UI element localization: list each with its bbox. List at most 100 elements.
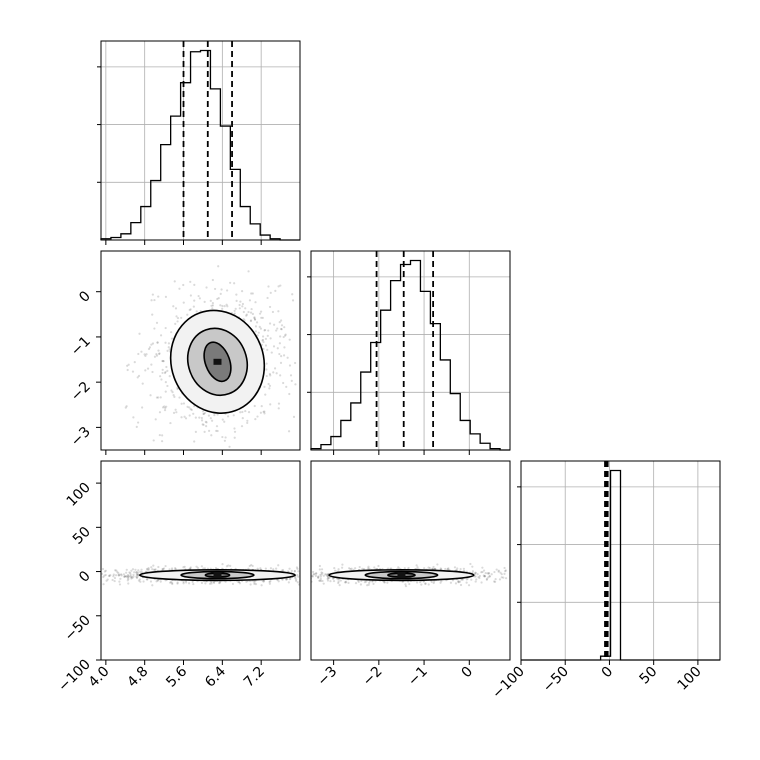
scatter-point — [536, 577, 538, 579]
scatter-point — [386, 581, 389, 584]
scatter-point — [474, 575, 477, 578]
scatter-point — [124, 406, 127, 409]
scatter-point — [423, 567, 426, 570]
scatter-point — [129, 575, 132, 578]
scatter-point — [304, 574, 306, 576]
scatter-point — [192, 412, 195, 415]
scatter-point — [204, 582, 207, 585]
scatter-point — [306, 570, 308, 572]
scatter-point — [269, 567, 273, 570]
scatter-point — [164, 564, 167, 568]
scatter-point — [495, 568, 498, 571]
scatter-point — [186, 405, 189, 408]
scatter-point — [308, 576, 310, 578]
scatter-point — [295, 566, 299, 569]
scatter-point — [104, 569, 107, 572]
frame-joint — [100, 460, 301, 661]
scatter-point — [321, 572, 324, 575]
scatter-point — [366, 584, 369, 587]
scatter-point — [195, 310, 198, 313]
scatter-point — [306, 569, 308, 571]
scatter-point — [182, 566, 185, 569]
scatter-point — [171, 581, 174, 585]
scatter-point — [307, 577, 309, 579]
scatter-point — [183, 415, 186, 418]
scatter-point — [254, 583, 258, 586]
scatter-point — [306, 577, 308, 579]
scatter-point — [272, 568, 275, 571]
scatter-point — [263, 410, 266, 413]
y-tick-label-p2: −1 — [68, 333, 94, 359]
scatter-point — [325, 569, 327, 571]
scatter-point — [517, 576, 519, 578]
scatter-point — [302, 572, 304, 574]
scatter-point — [439, 567, 442, 570]
scatter-point — [265, 368, 268, 371]
scatter-point — [266, 296, 269, 300]
scatter-point — [219, 304, 222, 307]
scatter-point — [137, 571, 140, 574]
scatter-point — [170, 567, 174, 570]
scatter-point — [447, 567, 450, 570]
scatter-point — [150, 363, 153, 366]
scatter-point — [344, 581, 347, 584]
scatter-point — [311, 575, 314, 578]
scatter-point — [493, 570, 496, 574]
scatter-point — [144, 354, 147, 358]
scatter-point — [114, 574, 118, 577]
scatter-point — [318, 564, 322, 568]
scatter-point — [153, 355, 157, 358]
scatter-point — [183, 565, 186, 568]
scatter-point — [220, 288, 223, 291]
scatter-point — [90, 574, 92, 576]
scatter-point — [157, 565, 160, 569]
scatter-point — [210, 434, 213, 437]
scatter-point — [207, 429, 211, 432]
scatter-point — [349, 567, 352, 571]
scatter-point — [517, 571, 519, 573]
scatter-point — [280, 319, 283, 322]
scatter-point — [487, 572, 491, 575]
scatter-point — [141, 382, 144, 385]
scatter-point — [261, 316, 264, 320]
scatter-point — [229, 564, 232, 568]
scatter-point — [117, 573, 120, 577]
scatter-point — [485, 578, 488, 581]
scatter-point — [499, 571, 502, 574]
scatter-point — [221, 307, 224, 310]
scatter-point — [189, 308, 192, 311]
scatter-point — [282, 335, 285, 339]
scatter-point — [254, 301, 257, 304]
scatter-point — [152, 439, 155, 442]
scatter-point — [170, 331, 173, 334]
scatter-point — [146, 568, 149, 571]
scatter-point — [239, 411, 242, 414]
scatter-point — [238, 307, 241, 310]
scatter-point — [227, 415, 230, 418]
scatter-point — [159, 334, 163, 337]
scatter-point — [469, 562, 472, 566]
scatter-point — [189, 294, 192, 297]
contour-level-2 — [364, 570, 439, 580]
scatter-point — [209, 299, 212, 302]
scatter-point — [264, 328, 267, 332]
scatter-point — [212, 581, 216, 584]
scatter-point — [407, 566, 410, 570]
scatter-point — [497, 570, 500, 573]
scatter-point — [233, 312, 236, 315]
scatter-point — [253, 581, 256, 584]
scatter-point — [135, 572, 139, 575]
scatter-point — [278, 342, 281, 345]
scatter-point — [211, 278, 214, 282]
scatter-point — [368, 581, 371, 584]
scatter-point — [194, 416, 197, 419]
scatter-point — [337, 568, 340, 571]
scatter-point — [125, 405, 128, 408]
x-tick-label-p3: 100 — [674, 664, 704, 694]
scatter-point — [303, 578, 305, 580]
scatter-point — [163, 371, 167, 375]
scatter-point — [164, 341, 167, 344]
scatter-point — [203, 411, 207, 415]
scatter-point — [137, 421, 140, 424]
scatter-point — [272, 371, 275, 374]
